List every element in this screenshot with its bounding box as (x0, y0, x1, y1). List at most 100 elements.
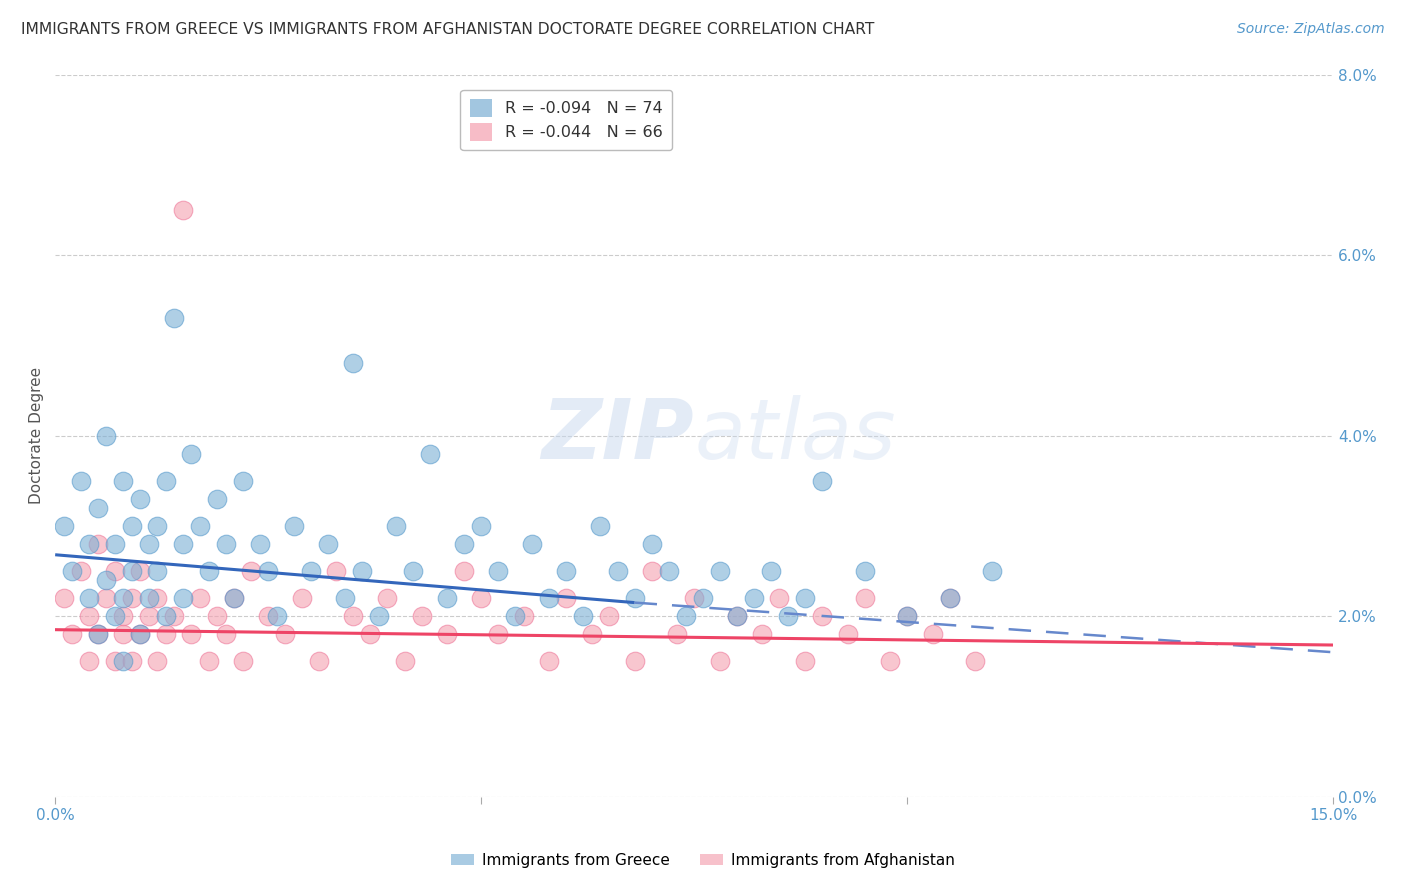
Immigrants from Greece (112, 591, 135, 605)
Immigrants from Afghanistan (811, 609, 834, 624)
Immigrants from Afghanistan (172, 202, 194, 217)
Immigrants from Greece (155, 474, 177, 488)
Immigrants from Afghanistan (104, 564, 127, 578)
Text: Source: ZipAtlas.com: Source: ZipAtlas.com (1237, 22, 1385, 37)
Immigrants from Greece (333, 591, 356, 605)
Immigrants from Afghanistan (896, 609, 918, 624)
Immigrants from Greece (112, 474, 135, 488)
Immigrants from Greece (658, 564, 681, 578)
Immigrants from Afghanistan (155, 627, 177, 641)
Immigrants from Greece (129, 627, 152, 641)
Immigrants from Greece (283, 519, 305, 533)
Immigrants from Afghanistan (180, 627, 202, 641)
Immigrants from Greece (853, 564, 876, 578)
Immigrants from Afghanistan (146, 654, 169, 668)
Immigrants from Afghanistan (222, 591, 245, 605)
Immigrants from Greece (172, 537, 194, 551)
Immigrants from Afghanistan (470, 591, 492, 605)
Y-axis label: Doctorate Degree: Doctorate Degree (30, 367, 44, 504)
Immigrants from Greece (939, 591, 962, 605)
Immigrants from Greece (419, 447, 441, 461)
Text: IMMIGRANTS FROM GREECE VS IMMIGRANTS FROM AFGHANISTAN DOCTORATE DEGREE CORRELATI: IMMIGRANTS FROM GREECE VS IMMIGRANTS FRO… (21, 22, 875, 37)
Immigrants from Greece (368, 609, 391, 624)
Immigrants from Greece (402, 564, 425, 578)
Immigrants from Greece (77, 591, 100, 605)
Immigrants from Afghanistan (77, 609, 100, 624)
Immigrants from Greece (87, 500, 110, 515)
Immigrants from Afghanistan (879, 654, 901, 668)
Immigrants from Greece (811, 474, 834, 488)
Immigrants from Greece (385, 519, 408, 533)
Immigrants from Afghanistan (214, 627, 236, 641)
Immigrants from Greece (77, 537, 100, 551)
Immigrants from Greece (572, 609, 595, 624)
Immigrants from Afghanistan (112, 627, 135, 641)
Legend: Immigrants from Greece, Immigrants from Afghanistan: Immigrants from Greece, Immigrants from … (446, 847, 960, 873)
Immigrants from Afghanistan (129, 627, 152, 641)
Immigrants from Greece (121, 519, 143, 533)
Immigrants from Greece (486, 564, 509, 578)
Immigrants from Greece (249, 537, 271, 551)
Legend: R = -0.094   N = 74, R = -0.044   N = 66: R = -0.094 N = 74, R = -0.044 N = 66 (460, 90, 672, 150)
Immigrants from Afghanistan (359, 627, 381, 641)
Immigrants from Afghanistan (146, 591, 169, 605)
Immigrants from Greece (675, 609, 697, 624)
Immigrants from Afghanistan (453, 564, 475, 578)
Immigrants from Greece (742, 591, 765, 605)
Immigrants from Afghanistan (87, 537, 110, 551)
Immigrants from Afghanistan (87, 627, 110, 641)
Immigrants from Greece (522, 537, 544, 551)
Immigrants from Afghanistan (69, 564, 91, 578)
Immigrants from Afghanistan (623, 654, 645, 668)
Immigrants from Afghanistan (837, 627, 859, 641)
Immigrants from Greece (155, 609, 177, 624)
Immigrants from Afghanistan (555, 591, 578, 605)
Immigrants from Greece (342, 356, 364, 370)
Immigrants from Greece (623, 591, 645, 605)
Immigrants from Greece (138, 591, 160, 605)
Immigrants from Afghanistan (240, 564, 263, 578)
Immigrants from Afghanistan (436, 627, 458, 641)
Immigrants from Greece (503, 609, 526, 624)
Immigrants from Afghanistan (513, 609, 536, 624)
Immigrants from Greece (589, 519, 612, 533)
Immigrants from Afghanistan (939, 591, 962, 605)
Immigrants from Greece (129, 491, 152, 506)
Immigrants from Afghanistan (640, 564, 662, 578)
Text: atlas: atlas (695, 395, 896, 476)
Immigrants from Afghanistan (965, 654, 987, 668)
Immigrants from Greece (69, 474, 91, 488)
Immigrants from Afghanistan (683, 591, 706, 605)
Immigrants from Afghanistan (138, 609, 160, 624)
Immigrants from Afghanistan (794, 654, 817, 668)
Immigrants from Afghanistan (325, 564, 347, 578)
Immigrants from Afghanistan (921, 627, 943, 641)
Immigrants from Afghanistan (342, 609, 364, 624)
Immigrants from Greece (232, 474, 254, 488)
Immigrants from Greece (96, 573, 118, 587)
Immigrants from Greece (640, 537, 662, 551)
Immigrants from Greece (436, 591, 458, 605)
Immigrants from Afghanistan (725, 609, 748, 624)
Immigrants from Afghanistan (291, 591, 314, 605)
Immigrants from Greece (555, 564, 578, 578)
Immigrants from Greece (776, 609, 799, 624)
Immigrants from Greece (138, 537, 160, 551)
Immigrants from Greece (172, 591, 194, 605)
Immigrants from Afghanistan (308, 654, 330, 668)
Immigrants from Afghanistan (205, 609, 228, 624)
Immigrants from Greece (163, 311, 186, 326)
Text: ZIP: ZIP (541, 395, 695, 476)
Immigrants from Greece (794, 591, 817, 605)
Immigrants from Greece (146, 519, 169, 533)
Immigrants from Greece (453, 537, 475, 551)
Immigrants from Greece (60, 564, 83, 578)
Immigrants from Greece (316, 537, 339, 551)
Immigrants from Afghanistan (768, 591, 790, 605)
Immigrants from Afghanistan (52, 591, 75, 605)
Immigrants from Afghanistan (129, 564, 152, 578)
Immigrants from Afghanistan (197, 654, 219, 668)
Immigrants from Greece (350, 564, 373, 578)
Immigrants from Afghanistan (666, 627, 689, 641)
Immigrants from Afghanistan (163, 609, 186, 624)
